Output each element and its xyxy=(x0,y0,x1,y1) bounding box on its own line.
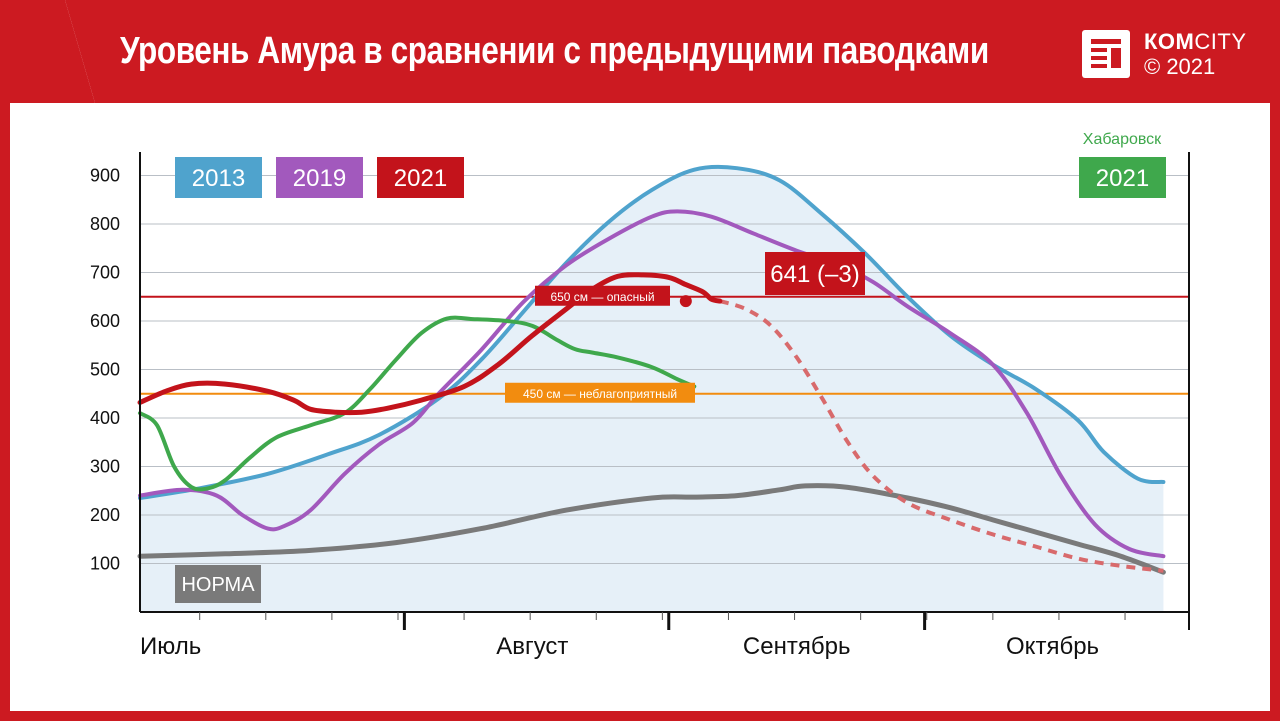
threshold-label-bg-450 xyxy=(505,382,695,403)
month-label-0: Июль xyxy=(140,633,201,660)
y-tick-label-600: 600 xyxy=(90,311,120,331)
threshold-label-650: 650 см — опасный xyxy=(550,290,654,304)
y-tick-label-700: 700 xyxy=(90,263,120,283)
header-ribbon-left xyxy=(0,0,95,103)
series-line-Хабаровск-2021 xyxy=(138,315,697,492)
series-layer xyxy=(137,164,1166,575)
y-tick-label-400: 400 xyxy=(90,408,120,428)
y-tick-label-900: 900 xyxy=(90,166,120,186)
current-level-callout xyxy=(765,252,865,295)
station-label: Хабаровск xyxy=(1083,131,1162,148)
legend-badge-khabarovsk xyxy=(1079,157,1166,198)
copyright: © 2021 xyxy=(1144,54,1216,79)
legend-label-2019: 2019 xyxy=(293,165,346,192)
current-level-point xyxy=(679,295,692,308)
brand-logo: КОМCITY © 2021 xyxy=(1144,29,1247,79)
series-line-2019 xyxy=(138,209,1166,559)
series-line-2021-прогноз xyxy=(719,299,1164,573)
y-tick-label-500: 500 xyxy=(90,360,120,380)
legend-label-2021: 2021 xyxy=(394,165,447,192)
legend-badge-2013 xyxy=(175,157,262,198)
label-layer: 2013 2019 2021 Хабаровск 2021 650 см — опасны… xyxy=(175,131,1166,603)
series-line-Норма xyxy=(137,483,1166,575)
series-line-2013 xyxy=(138,164,1166,500)
header-ribbon xyxy=(0,0,1280,103)
month-label-1: Август xyxy=(496,633,568,660)
y-tick-label-100: 100 xyxy=(90,554,120,574)
threshold-label-bg-650 xyxy=(535,285,670,306)
legend-label-2013: 2013 xyxy=(192,165,245,192)
brand-name: КОМCITY xyxy=(1144,29,1247,54)
axes-layer: Июль Август Сентябрь Октябрь xyxy=(139,152,1190,660)
brand-name-bold: КОМ xyxy=(1144,29,1195,54)
legend-badge-2021 xyxy=(377,157,464,198)
norm-label: НОРМА xyxy=(181,574,255,596)
y-tick-label-200: 200 xyxy=(90,505,120,525)
y-tick-label-300: 300 xyxy=(90,457,120,477)
series-line-2021 xyxy=(137,272,723,416)
current-level-label: 641 (–3) xyxy=(770,261,859,288)
month-label-2: Сентябрь xyxy=(743,633,851,660)
brand-name-thin: CITY xyxy=(1194,29,1247,54)
month-label-3: Октябрь xyxy=(1006,633,1099,660)
header-banner xyxy=(0,0,1280,103)
y-tick-label-800: 800 xyxy=(90,214,120,234)
page-title: Уровень Амура в сравнении с предыдущими … xyxy=(120,30,989,72)
legend-badge-2019 xyxy=(276,157,363,198)
norm-badge xyxy=(175,565,261,603)
threshold-label-450: 450 см — неблагоприятный xyxy=(523,387,677,401)
newspaper-logo-icon xyxy=(1082,30,1130,78)
legend-label-khabarovsk: 2021 xyxy=(1096,165,1149,192)
grid-layer: 100 200 300 400 500 600 700 800 900 xyxy=(90,166,1189,574)
